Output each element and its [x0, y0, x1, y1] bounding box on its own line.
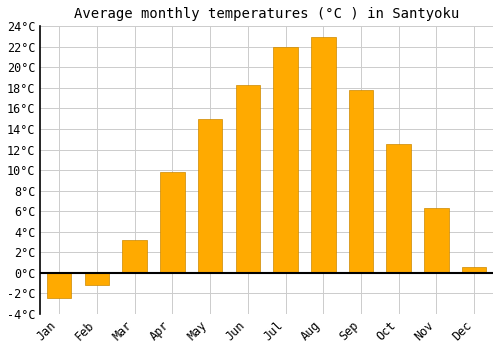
- Bar: [311, 36, 336, 273]
- Bar: [386, 145, 411, 273]
- Bar: [122, 240, 147, 273]
- Bar: [160, 172, 184, 273]
- Bar: [274, 47, 298, 273]
- Bar: [84, 273, 109, 285]
- Bar: [424, 208, 448, 273]
- Title: Average monthly temperatures (°C ) in Santyoku: Average monthly temperatures (°C ) in Sa…: [74, 7, 460, 21]
- Bar: [236, 85, 260, 273]
- Bar: [47, 273, 72, 299]
- Bar: [198, 119, 222, 273]
- Bar: [462, 267, 486, 273]
- Bar: [348, 90, 374, 273]
